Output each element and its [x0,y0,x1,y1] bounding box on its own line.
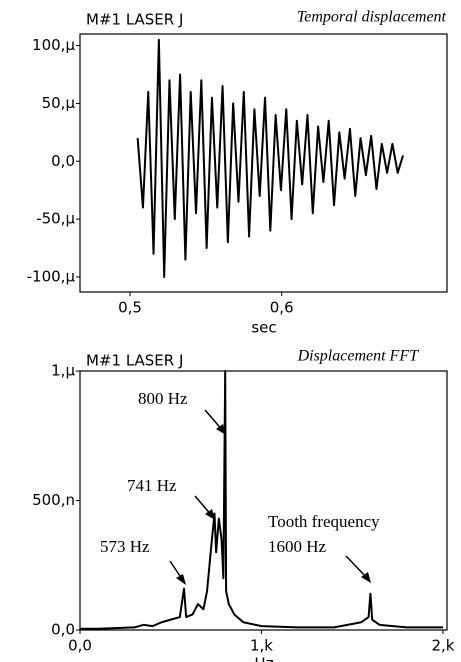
y-tick-label: 500,n [32,491,75,509]
x-tick-label: 0,6 [270,299,294,317]
y-tick-label: 1,µ [51,362,75,380]
x-tick-label: 0,0 [68,637,92,655]
annotation: 1600 Hz [268,537,327,556]
chart-subtitle: Temporal displacement [297,9,447,26]
arrowhead [205,509,215,520]
arrowheads [176,424,371,585]
chart-title: M#1 LASER J [86,11,183,29]
arrowhead [361,572,371,583]
annotation: 573 Hz [100,537,150,556]
x-tick-label: 1,k [250,637,273,655]
arrowhead [216,424,226,435]
plot-frame [79,370,448,631]
x-tick-label: 0,5 [118,299,142,317]
arrows [169,409,370,583]
y-tick-label: 50,µ [42,94,76,112]
line [80,370,444,630]
arrowhead [176,574,186,585]
y-tick-label: 100,µ [32,36,75,54]
y-tick-label: -50,µ [36,210,75,228]
x-tick-label: 2,k [432,637,455,655]
x-axis-label: sec [251,319,276,337]
annotation: 741 Hz [127,476,177,495]
line [136,38,404,278]
annotation: 800 Hz [138,389,188,408]
y-tick-label: 0,0 [51,152,75,170]
plot-frame [79,33,448,293]
y-tick-label: 0,0 [51,621,75,639]
chart-subtitle: Displacement FFT [297,348,420,365]
y-tick-label: -100,µ [27,267,76,285]
annotation: Tooth frequency [268,512,380,531]
x-axis-label: Hz [254,655,273,662]
chart-title: M#1 LASER J [86,352,183,370]
